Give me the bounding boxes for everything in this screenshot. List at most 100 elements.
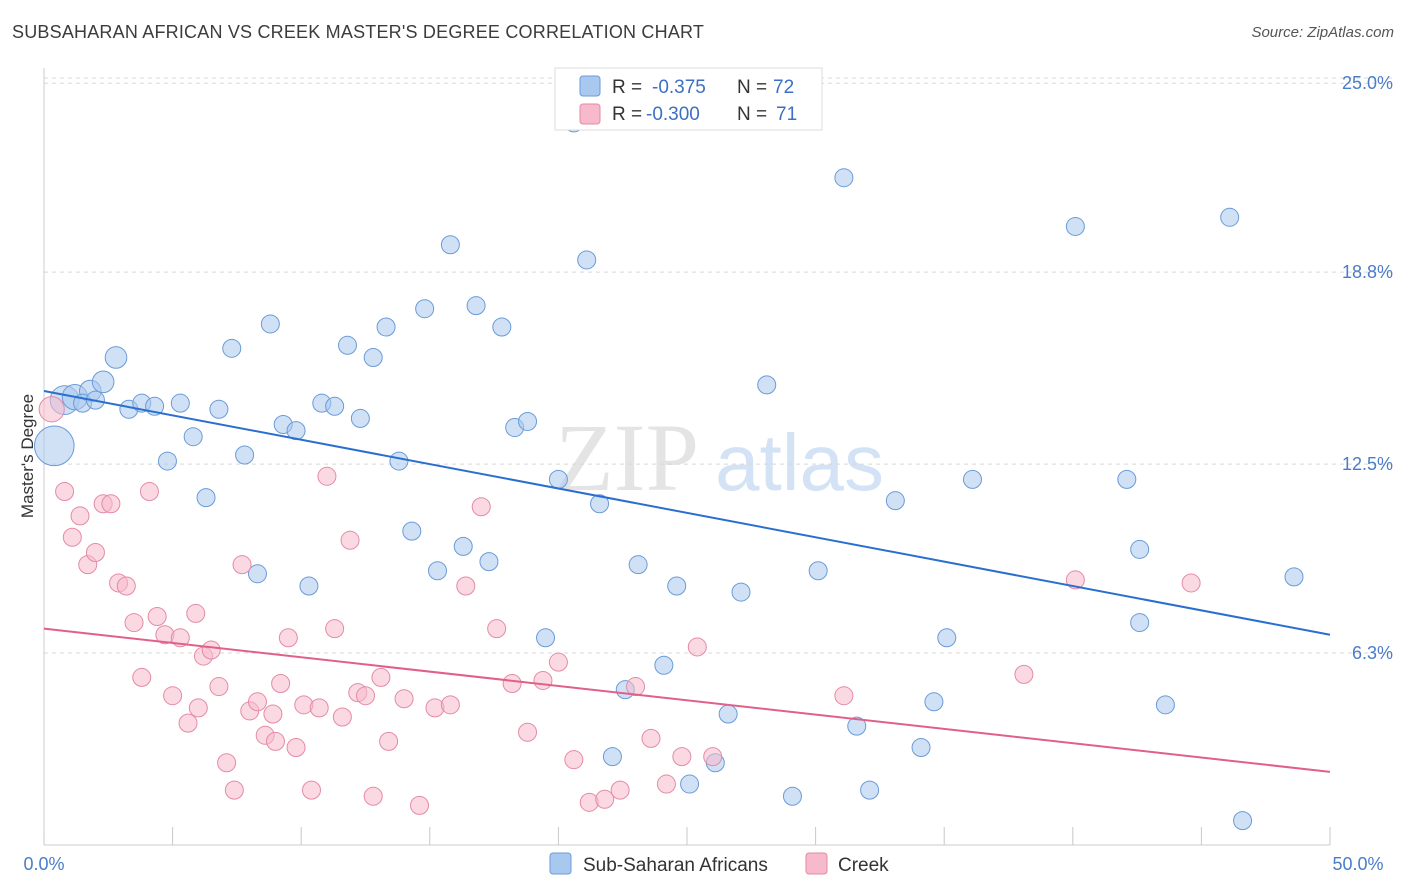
creek-point [232, 555, 252, 575]
creek-point [62, 527, 82, 547]
sub-saharan-point [104, 346, 128, 369]
sub-saharan-point [170, 393, 190, 413]
sub-saharan-point [183, 427, 203, 447]
creek-point [703, 747, 723, 767]
sub-saharan-point [911, 737, 931, 757]
legend-r-value-blue: -0.375 [652, 77, 706, 98]
creek-point [38, 396, 65, 423]
sub-saharan-point [376, 317, 396, 337]
creek-point [124, 613, 144, 633]
creek-point [518, 722, 538, 742]
sub-saharan-point [1130, 539, 1150, 559]
sub-saharan-point [548, 469, 568, 489]
sub-saharan-point [222, 338, 242, 358]
creek-point [139, 482, 159, 502]
creek-point [186, 603, 206, 623]
creek-point [132, 667, 152, 687]
creek-point [379, 731, 399, 751]
series-legend-label-sub-saharan: Sub-Saharan Africans [583, 855, 768, 876]
sub-saharan-point [1155, 695, 1175, 715]
sub-saharan-point [415, 299, 435, 319]
sub-saharan-point [260, 314, 280, 334]
creek-point [456, 576, 476, 596]
correlation-legend: R = -0.375 N = 72 R = -0.300 N = 71 [554, 67, 823, 131]
creek-point [147, 606, 167, 626]
creek-point [610, 780, 630, 800]
series-legend-swatch-creek [805, 852, 828, 875]
creek-point [224, 780, 244, 800]
sub-saharan-point [299, 576, 319, 596]
sub-saharan-point [209, 399, 229, 419]
sub-saharan-point [157, 451, 177, 471]
sub-saharan-point [479, 552, 499, 572]
y-tick-label: 12.5% [1342, 454, 1393, 474]
creek-point [317, 466, 337, 486]
creek-point [188, 698, 208, 718]
creek-point [356, 686, 375, 706]
creek-point [201, 640, 221, 660]
x-ticks [43, 827, 1331, 845]
sub-saharan-point [1233, 811, 1253, 831]
sub-saharan-point [808, 561, 828, 581]
sub-saharan-point [1130, 613, 1150, 633]
creek-point [278, 628, 298, 648]
watermark-zip: ZIP [555, 404, 699, 511]
creek-point [301, 780, 321, 800]
series-legend: Sub-Saharan Africans Creek [549, 852, 889, 876]
legend-r-label-blue: R = [612, 77, 642, 98]
sub-saharan-point [518, 411, 538, 431]
sub-saharan-point [91, 370, 115, 394]
creek-point [641, 728, 661, 748]
creek-point [332, 707, 352, 727]
creek-point [394, 689, 414, 709]
creek-point [579, 792, 599, 812]
creek-point [502, 674, 522, 694]
sub-saharan-point [680, 774, 700, 794]
sub-saharan-point [1065, 216, 1085, 236]
creek-point [247, 692, 267, 712]
sub-saharan-point [718, 704, 738, 724]
creek-point [70, 506, 90, 526]
creek-point [626, 677, 646, 697]
sub-saharan-point [590, 494, 610, 514]
sub-saharan-point [885, 491, 905, 511]
creek-point [116, 576, 136, 596]
sub-saharan-point [937, 628, 957, 648]
creek-point [286, 737, 306, 757]
sub-saharan-point [440, 235, 460, 255]
sub-saharan-point [389, 451, 409, 471]
creek-point [471, 497, 491, 517]
legend-n-value-pink: 71 [776, 104, 797, 125]
sub-saharan-point [350, 408, 370, 428]
sub-saharan-point [363, 347, 383, 367]
creek-point [371, 667, 391, 687]
creek-point [271, 674, 291, 694]
x-tick-label-max: 50.0% [1332, 854, 1383, 874]
creek-trend-line [43, 627, 1331, 773]
creek-point [170, 628, 190, 648]
creek-point [564, 750, 584, 770]
sub-saharan-point [1220, 207, 1240, 227]
y-tick-label: 6.3% [1352, 643, 1393, 663]
watermark-atlas: atlas [715, 418, 884, 507]
creek-point [101, 494, 121, 514]
legend-n-value-blue: 72 [773, 77, 794, 98]
creek-point [687, 637, 707, 657]
creek-point [163, 686, 183, 706]
sub-saharan-point [1117, 469, 1137, 489]
creek-point [217, 753, 237, 773]
sub-saharan-point [466, 296, 486, 316]
legend-n-label-blue: N = [737, 77, 767, 98]
sub-saharan-point [602, 747, 622, 767]
creek-point [1065, 570, 1085, 590]
creek-point [309, 698, 329, 718]
creek-point [834, 686, 854, 706]
creek-point [294, 695, 314, 715]
legend-r-label-pink: R = [612, 104, 642, 125]
points-layer [33, 113, 1304, 831]
chart-source: Source: ZipAtlas.com [1251, 24, 1394, 41]
watermark: ZIP atlas [555, 404, 884, 511]
sub-saharan-point [1284, 567, 1304, 587]
sub-saharan-point [667, 576, 687, 596]
